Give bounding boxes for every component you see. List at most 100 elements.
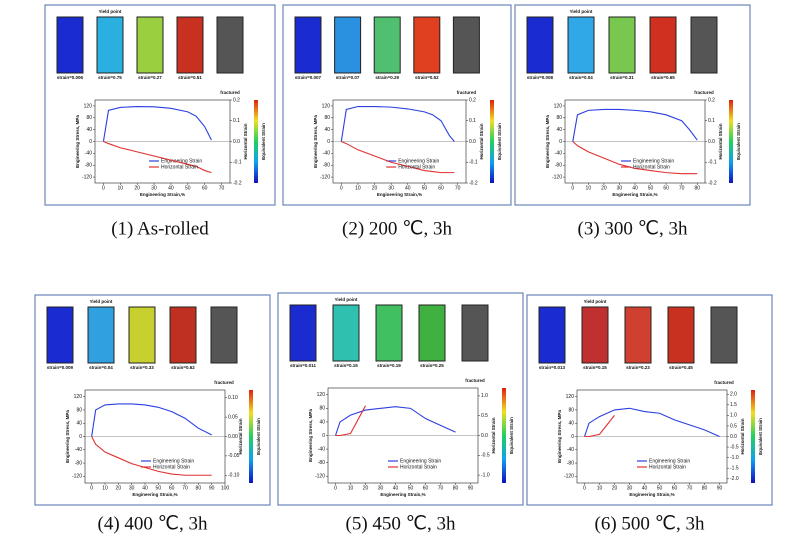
y2-tick-label: 0.00	[228, 434, 238, 440]
x-tick-label: 70	[182, 485, 188, 491]
x-tick-label: 10	[118, 185, 124, 191]
annotation: Yield point	[335, 297, 358, 302]
annotation: Yield point	[90, 299, 113, 304]
x-tick-label: 50	[657, 485, 663, 491]
x-tick-label: 50	[156, 485, 162, 491]
dic-image	[667, 306, 695, 364]
dic-image	[332, 304, 360, 362]
y2-tick-label: -0.5	[730, 444, 739, 450]
y-tick-label: -80	[85, 163, 92, 169]
strain-label: strain=0.51	[178, 75, 202, 80]
x-tick-label: 20	[612, 485, 618, 491]
annotation: Yield point	[99, 9, 122, 14]
dic-image	[169, 306, 197, 364]
y2-tick-label: 1.5	[730, 402, 737, 408]
fracture-image	[710, 306, 738, 364]
strain-label: strain=0.04	[89, 365, 113, 370]
strain-label: strain=0.45	[669, 365, 693, 370]
annotation: fractured	[457, 90, 477, 95]
x-tick-label: 10	[355, 185, 361, 191]
y2-tick-label: 0.2	[233, 97, 240, 103]
x-tick-label: 40	[642, 485, 648, 491]
y-tick-label: 0	[327, 139, 330, 145]
y-axis-label: Engineering Stress, MPa	[65, 410, 70, 463]
x-tick-label: 70	[679, 185, 685, 191]
legend-label: Horizontal Strain	[649, 464, 686, 470]
strain-label: strain=0.008	[527, 75, 554, 80]
y-tick-label: -80	[555, 163, 562, 169]
panel-caption: (2) 200 ℃, 3h	[342, 218, 452, 239]
y2-axis-label: Horizontal Strain	[243, 123, 248, 159]
dic-image	[56, 16, 84, 74]
y2-axis-label: Horizontal Strain	[718, 123, 723, 159]
dic-image	[334, 16, 362, 74]
series-line	[584, 415, 615, 438]
x-tick-label: 80	[702, 485, 708, 491]
y-tick-label: -80	[567, 460, 574, 466]
y-tick-label: -80	[318, 460, 325, 466]
legend-label: Engineering Strain	[398, 158, 439, 164]
x-tick-label: 0	[571, 185, 574, 191]
y-tick-label: -120	[72, 474, 82, 480]
y-axis-label: Engineering Stress, MPa	[545, 115, 550, 168]
y2-axis-label: Horizontal Strain	[479, 123, 484, 159]
y-tick-label: 120	[322, 103, 331, 109]
panel-caption: (5) 450 ℃, 3h	[346, 513, 456, 534]
y-tick-label: 0	[79, 434, 82, 440]
x-axis-label: Engineering Strain,%	[132, 492, 177, 497]
series-line	[103, 140, 212, 174]
colorbar	[254, 100, 258, 183]
annotation: fractured	[714, 380, 734, 385]
dic-image	[567, 16, 595, 74]
colorbar-label: Equivalent Strain	[261, 123, 266, 160]
y-tick-label: 80	[86, 115, 92, 121]
legend-label: Horizontal Strain	[398, 164, 435, 170]
x-tick-label: 90	[717, 485, 723, 491]
colorbar	[751, 390, 755, 483]
x-tick-label: 40	[393, 485, 399, 491]
y2-tick-label: -0.2	[233, 180, 242, 186]
x-tick-label: 30	[129, 485, 135, 491]
series-line	[572, 108, 698, 142]
x-tick-label: 50	[648, 185, 654, 191]
dic-image	[608, 16, 636, 74]
y2-axis-label: Horizontal Strain	[491, 417, 496, 453]
y-tick-label: -40	[318, 446, 325, 452]
y-axis-label: Engineering Stress, MPa	[557, 410, 562, 463]
y-tick-label: 0	[559, 139, 562, 145]
y-tick-label: 80	[556, 115, 562, 121]
colorbar-label: Equivalent Strain	[497, 123, 502, 160]
dic-image	[413, 16, 441, 74]
series-line	[102, 105, 212, 142]
legend-label: Horizontal Strain	[153, 464, 190, 470]
y2-tick-label: -2.0	[730, 476, 739, 482]
y2-axis-label: Horizontal Strain	[238, 418, 243, 454]
dic-image	[176, 16, 204, 74]
y-tick-label: -80	[75, 460, 82, 466]
x-tick-label: 70	[455, 185, 461, 191]
x-tick-label: 10	[102, 485, 108, 491]
colorbar	[249, 390, 253, 483]
y-axis-label: Engineering Stress, MPa	[75, 115, 80, 168]
dic-image	[128, 306, 156, 364]
y-tick-label: 40	[86, 127, 92, 133]
annotation: fractured	[220, 90, 240, 95]
y2-tick-label: -0.05	[228, 453, 240, 459]
dic-image	[294, 16, 322, 74]
x-tick-label: 20	[134, 185, 140, 191]
x-tick-label: 40	[142, 485, 148, 491]
y2-tick-label: 0.1	[708, 118, 715, 124]
x-tick-label: 0	[102, 185, 105, 191]
y2-tick-label: -1.5	[730, 466, 739, 472]
legend-label: Horizontal Strain	[633, 164, 670, 170]
x-tick-label: 20	[601, 185, 607, 191]
y2-tick-label: 0.5	[730, 423, 737, 429]
x-axis-label: Engineering Strain,%	[629, 492, 674, 497]
panel-caption: (3) 300 ℃, 3h	[578, 218, 688, 239]
legend-label: Engineering Strain	[633, 158, 674, 164]
y2-tick-label: 1.0	[730, 413, 737, 419]
x-tick-label: 50	[408, 485, 414, 491]
y2-tick-label: 1.0	[481, 393, 488, 399]
y2-tick-label: 0.0	[233, 139, 240, 145]
